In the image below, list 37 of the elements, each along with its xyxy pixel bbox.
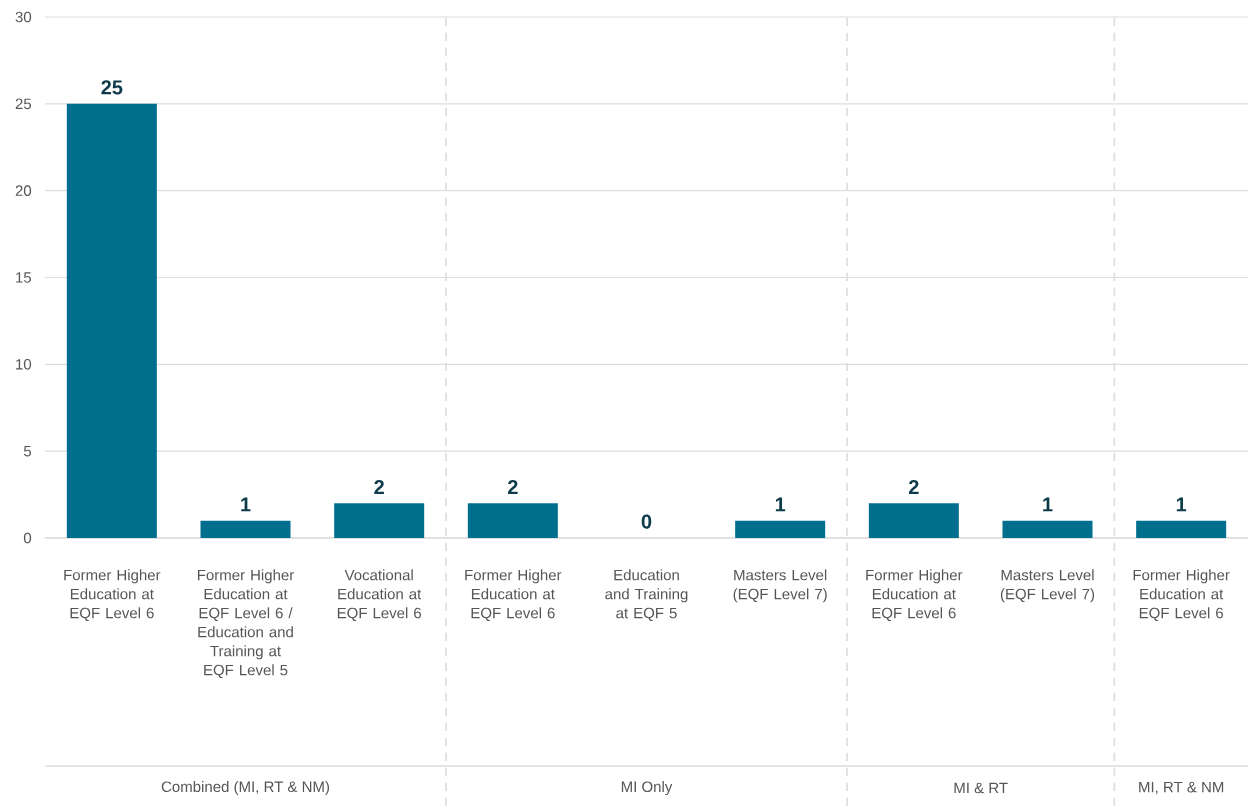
bar [66,103,157,538]
y-tick-label: 25 [15,98,32,110]
y-tick-label: 5 [23,445,32,457]
data-label: 25 [101,80,123,95]
text: MI Only [621,781,673,795]
data-label: 2 [374,479,384,494]
data-label: 2 [507,479,518,494]
x-tick-label: Former Higher Education at EQF Level 6 [866,569,963,622]
y-tick-label: 0 [23,532,32,544]
x-tick-label: Vocational Education at EQF Level 6 [337,569,422,622]
bar [467,503,558,538]
data-label: 1 [241,497,251,512]
x-tick-label: Masters Level (EQF Level 7) [1000,569,1095,603]
y-tick-label: 20 [15,185,32,196]
data-label: 1 [775,497,786,512]
text: MI, RT & NM [1139,781,1224,795]
bar [868,503,959,538]
data-label: 2 [908,479,919,494]
y-tick-label: 15 [16,272,32,283]
x-tick-label: Former Higher Education at EQF Level 6 / Education and Training at EQF Level 5 [197,569,295,679]
text: Combined (MI, RT & NM) [161,781,330,795]
x-tick-label: Former Higher Education at EQF Level 6 [465,569,562,622]
bar [200,520,291,538]
text: MI & RT [954,782,1008,794]
data-label: 0 [641,514,652,529]
x-tick-label: Former Higher Education at EQF Level 6 [1133,569,1230,622]
bar [735,520,826,538]
bar [334,503,425,538]
data-label: 1 [1176,497,1187,512]
x-tick-label: Education and Training at EQF 5 [605,569,688,622]
x-tick-label: Masters Level (EQF Level 7) [733,569,827,603]
bar [1002,520,1093,538]
bar [1136,520,1227,538]
x-tick-label: Former Higher Education at EQF Level 6 [64,569,161,622]
data-label: 1 [1043,497,1053,512]
y-tick-label: 10 [16,359,32,370]
y-tick-label: 30 [15,11,32,23]
